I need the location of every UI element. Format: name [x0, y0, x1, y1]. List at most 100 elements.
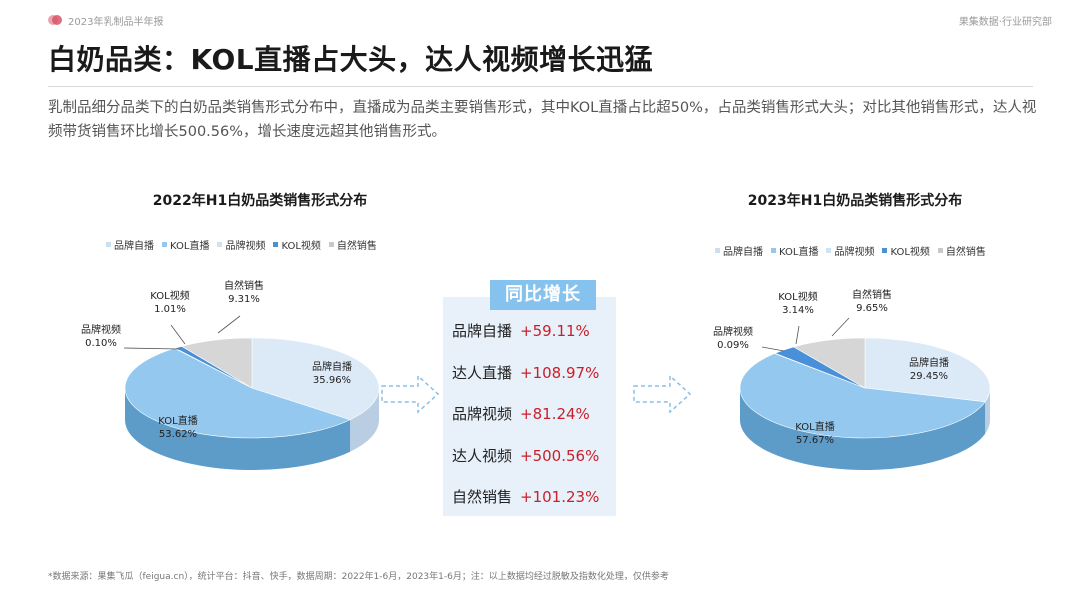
leader-line-natural — [217, 315, 241, 334]
pie-2022: 品牌自播 35.96% KOL直播 53.62% 品牌视频 0.10% KOL视频 1.01%… — [81, 279, 380, 471]
legend-swatch — [106, 242, 111, 247]
legend-2023: 品牌自播 KOL直播 品牌视频 KOL视频 自然销售 — [715, 243, 986, 258]
growth-value: +59.11% — [520, 322, 590, 340]
slice-label-kol-live: KOL直播 — [795, 420, 834, 433]
legend-item-brand-video: 品牌视频 — [826, 243, 874, 258]
page-title: 白奶品类：KOL直播占大头，达人视频增长迅猛 — [48, 43, 654, 76]
slice-value-natural: 9.31% — [228, 294, 260, 305]
legend-swatch — [328, 242, 334, 247]
pie-slice-brand-live — [251, 337, 380, 421]
legend-item-kol-video: KOL视频 — [273, 237, 321, 252]
slice-label-brand-live: 品牌自播 — [909, 356, 949, 369]
growth-row-natural: 自然销售 +101.23% — [452, 486, 622, 507]
legend-swatch — [882, 248, 888, 253]
intro-paragraph: 乳制品细分品类下的白奶品类销售形式分布中，直播成为品类主要销售形式，其中KOL直… — [48, 100, 1037, 140]
legend-swatch — [826, 248, 832, 253]
leader-line-brand-video — [761, 346, 785, 352]
legend-item-kol-video: KOL视频 — [882, 243, 930, 258]
slice-label-brand-video: 品牌视频 — [713, 325, 753, 338]
leader-line-kol-video — [170, 324, 186, 345]
legend-swatch — [162, 242, 167, 247]
legend-item-natural: 自然销售 — [937, 243, 986, 258]
slice-value-brand-video: 0.10% — [85, 338, 117, 349]
legend-swatch — [771, 248, 776, 253]
growth-label: 品牌自播 — [452, 322, 513, 340]
growth-label: 品牌视频 — [452, 405, 513, 423]
legend-label: KOL视频 — [890, 247, 930, 258]
legend-item-kol-live: KOL直播 — [771, 243, 818, 258]
growth-row-kol-live: 达人直播 +108.97% — [452, 362, 622, 383]
report-tag: 2023年乳制品半年报 — [68, 17, 164, 28]
legend-item-brand-video: 品牌视频 — [217, 237, 265, 252]
legend-item-natural: 自然销售 — [328, 237, 377, 252]
legend-swatch — [217, 242, 223, 247]
growth-label: 自然销售 — [452, 488, 513, 506]
legend-item-kol-live: KOL直播 — [162, 237, 209, 252]
title-divider — [48, 86, 1033, 87]
slice-label-kol-video: KOL视频 — [150, 289, 189, 302]
growth-row-kol-video: 达人视频 +500.56% — [452, 445, 622, 466]
slice-value-kol-live: 57.67% — [796, 435, 834, 446]
pie-slice-kol-live — [739, 353, 986, 439]
brand-logo-icon — [48, 15, 62, 25]
slice-value-natural: 9.65% — [856, 303, 888, 314]
legend-item-brand-live: 品牌自播 — [715, 243, 763, 258]
slice-label-kol-live: KOL直播 — [158, 414, 197, 427]
slice-label-natural: 自然销售 — [852, 288, 892, 301]
slice-value-kol-video: 1.01% — [154, 304, 186, 315]
slice-label-kol-video: KOL视频 — [778, 290, 817, 303]
legend-label: 品牌视频 — [834, 247, 875, 258]
leader-line-brand-video — [123, 347, 181, 350]
pie-side-kol-live — [740, 388, 986, 471]
legend-label: KOL直播 — [779, 247, 819, 258]
growth-panel — [443, 297, 616, 516]
legend-label: 品牌视频 — [225, 241, 266, 252]
pie-slice-kol-live — [124, 348, 351, 439]
pie-slice-natural — [792, 337, 866, 389]
legend-swatch — [937, 248, 943, 253]
legend-label: 自然销售 — [336, 241, 377, 252]
footnote: *数据来源：果集飞瓜（feigua.cn），统计平台：抖音、快手，数据周期：20… — [48, 572, 669, 582]
growth-panel-header: 同比增长 — [490, 280, 596, 310]
chart-title-2022: 2022年H1白奶品类销售形式分布 — [152, 193, 368, 209]
legend-2022: 品牌自播 KOL直播 品牌视频 KOL视频 自然销售 — [106, 237, 377, 252]
legend-swatch — [715, 248, 720, 253]
slice-value-kol-live: 53.62% — [159, 429, 197, 440]
slice-label-brand-live: 品牌自播 — [312, 360, 352, 373]
pie-slice-brand-live — [864, 337, 991, 403]
growth-value: +500.56% — [520, 447, 600, 465]
legend-label: 自然销售 — [945, 247, 986, 258]
slice-value-brand-live: 35.96% — [313, 375, 351, 386]
legend-label: KOL视频 — [281, 241, 321, 252]
growth-row-brand-video: 品牌视频 +81.24% — [452, 403, 622, 424]
pie-slice-natural — [181, 337, 253, 389]
slice-value-kol-video: 3.14% — [782, 305, 814, 316]
pie-2023: 品牌自播 29.45% KOL直播 57.67% 品牌视频 0.09% KOL视频 3.14%… — [713, 288, 991, 471]
pie-side-brand-live — [985, 388, 990, 434]
slice-label-brand-video: 品牌视频 — [81, 323, 121, 336]
growth-row-brand-live: 品牌自播 +59.11% — [452, 320, 622, 341]
growth-value: +101.23% — [520, 488, 600, 506]
slice-value-brand-video: 0.09% — [717, 340, 749, 351]
pie-side-kol-live — [125, 388, 351, 471]
leader-line-kol-video — [795, 325, 800, 345]
top-bar: 2023年乳制品半年报 果集数据·行业研究部 — [48, 12, 1052, 28]
legend-item-brand-live: 品牌自播 — [106, 237, 154, 252]
leader-line-natural — [831, 317, 850, 337]
legend-label: 品牌自播 — [723, 247, 763, 258]
slice-value-brand-live: 29.45% — [910, 371, 948, 382]
slice-label-natural: 自然销售 — [224, 279, 264, 292]
dashed-arrow-right-icon — [633, 374, 692, 414]
org-tag: 果集数据·行业研究部 — [958, 17, 1052, 28]
chart-title-2023: 2023年H1白奶品类销售形式分布 — [747, 193, 963, 209]
legend-label: 品牌自播 — [114, 241, 154, 252]
pie-side-brand-live — [350, 388, 379, 452]
dashed-arrow-left-icon — [381, 374, 440, 414]
growth-value: +81.24% — [520, 405, 590, 423]
growth-label: 达人直播 — [452, 364, 513, 382]
legend-label: KOL直播 — [170, 241, 210, 252]
growth-value: +108.97% — [520, 364, 600, 382]
growth-label: 达人视频 — [452, 447, 513, 465]
legend-swatch — [273, 242, 279, 247]
